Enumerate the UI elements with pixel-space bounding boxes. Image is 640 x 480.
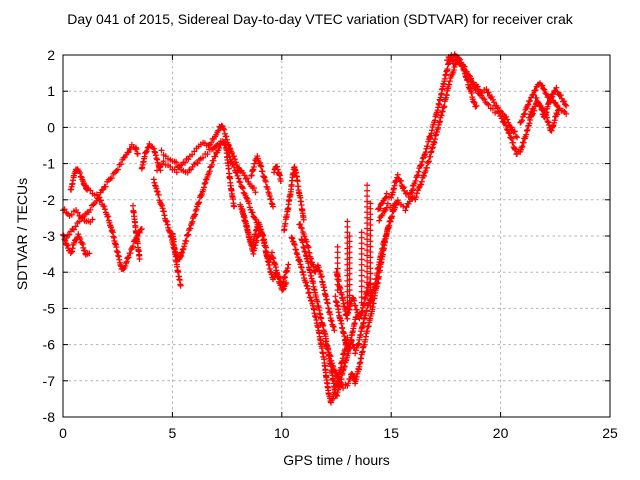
x-tick-label: 15 — [383, 425, 399, 441]
y-tick-label: -8 — [43, 409, 56, 425]
y-tick-label: -4 — [43, 264, 56, 280]
scatter-markers — [60, 51, 570, 406]
y-tick-label: -7 — [43, 373, 56, 389]
y-tick-label: 1 — [47, 83, 55, 99]
y-tick-label: -1 — [43, 156, 56, 172]
y-tick-label: -5 — [43, 300, 56, 316]
y-tick-label: -2 — [43, 192, 56, 208]
y-tick-label: -3 — [43, 228, 56, 244]
x-tick-label: 5 — [169, 425, 177, 441]
x-tick-label: 0 — [59, 425, 67, 441]
x-tick-label: 10 — [274, 425, 290, 441]
x-tick-label: 25 — [602, 425, 618, 441]
y-tick-label: 0 — [47, 119, 55, 135]
x-tick-label: 20 — [493, 425, 509, 441]
y-tick-label: -6 — [43, 337, 56, 353]
y-tick-label: 2 — [47, 47, 55, 63]
chart-title: Day 041 of 2015, Sidereal Day-to-day VTE… — [67, 11, 573, 27]
x-axis-label: GPS time / hours — [283, 452, 390, 468]
